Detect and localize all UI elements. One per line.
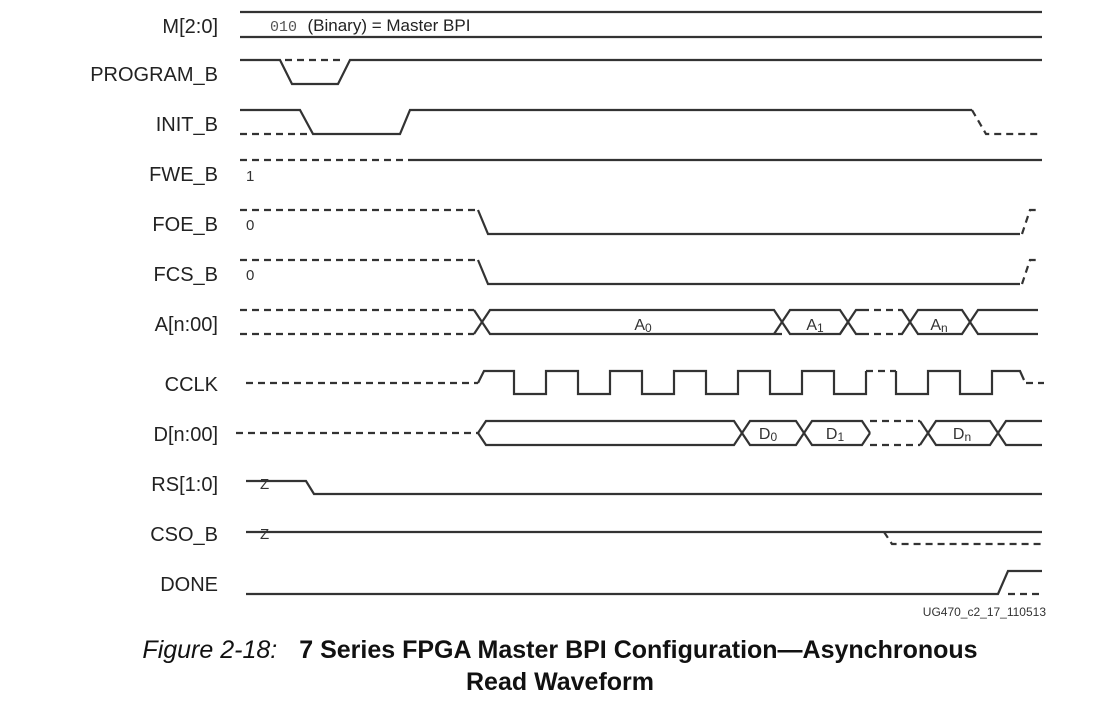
- signal-label-init-b: INIT_B: [156, 114, 218, 136]
- waveform-init-b: [240, 108, 1042, 136]
- cso-value: Z: [260, 526, 269, 543]
- signal-label-m: M[2:0]: [162, 16, 218, 38]
- data-label-dn: Dn: [953, 426, 971, 444]
- signal-label-cclk: CCLK: [165, 374, 219, 396]
- figure-caption: Figure 2-18: 7 Series FPGA Master BPI Con…: [0, 634, 1120, 698]
- mode-value: 010 (Binary) = Master BPI: [270, 16, 470, 36]
- data-label-d1: D1: [826, 426, 845, 444]
- signal-label-fcs-b: FCS_B: [154, 264, 218, 286]
- rs-value: Z: [260, 476, 269, 493]
- waveform-foe-b: 0: [240, 208, 1040, 236]
- signal-label-program-b: PROGRAM_B: [90, 64, 218, 86]
- signal-label-done: DONE: [160, 574, 218, 596]
- address-label-a1: A1: [806, 317, 824, 335]
- signal-label-cso-b: CSO_B: [150, 524, 218, 546]
- figure-id: UG470_c2_17_110513: [923, 605, 1047, 619]
- signal-label-fwe-b: FWE_B: [149, 164, 218, 186]
- waveform-rs: Z: [246, 476, 1042, 496]
- signal-label-foe-b: FOE_B: [152, 214, 218, 236]
- address-label-a0: A0: [634, 317, 652, 335]
- fwe-value: 1: [246, 168, 254, 185]
- waveform-cso-b: Z: [246, 526, 1042, 546]
- mode-description: (Binary) = Master BPI: [307, 16, 470, 35]
- waveform-fcs-b: 0: [240, 258, 1040, 286]
- waveform-d: D0 D1 Dn: [236, 419, 1042, 447]
- address-label-an: An: [930, 317, 947, 335]
- signal-label-a: A[n:00]: [155, 314, 218, 336]
- data-label-d0: D0: [759, 426, 778, 444]
- waveform-m: 010 (Binary) = Master BPI: [240, 10, 1042, 39]
- fcs-value: 0: [246, 267, 254, 284]
- caption-title-line-1: 7 Series FPGA Master BPI Configuration—A…: [299, 636, 978, 664]
- signal-label-rs: RS[1:0]: [151, 474, 218, 496]
- timing-diagram: M[2:0] PROGRAM_B INIT_B FWE_B FOE_B FCS_…: [90, 10, 1047, 619]
- mode-code: 010: [270, 19, 297, 36]
- waveform-done: [246, 569, 1042, 596]
- waveform-cclk: [246, 369, 1044, 396]
- caption-number: Figure 2-18:: [142, 636, 278, 664]
- waveform-a: A0 A1 An: [240, 308, 1038, 336]
- signal-label-d: D[n:00]: [154, 424, 218, 446]
- caption-line-1: Figure 2-18: 7 Series FPGA Master BPI Con…: [0, 634, 1120, 666]
- waveform-fwe-b: 1: [240, 158, 1042, 185]
- foe-value: 0: [246, 217, 254, 234]
- waveform-program-b: [240, 58, 1042, 86]
- caption-title-line-2: Read Waveform: [465, 668, 654, 696]
